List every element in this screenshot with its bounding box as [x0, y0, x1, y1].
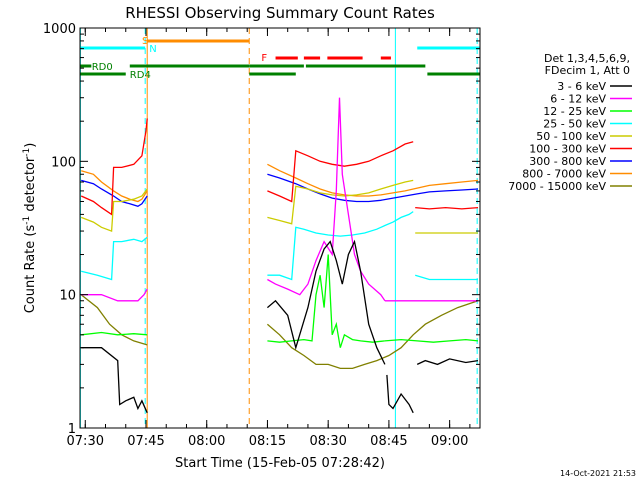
rd4-label: RD4	[130, 70, 151, 81]
chart-title: RHESSI Observing Summary Count Rates	[125, 4, 435, 22]
x-axis-label: Start Time (15-Feb-05 07:28:42)	[175, 456, 385, 471]
x-tick-label-2: 08:00	[188, 434, 225, 449]
series-2-segment-1	[267, 254, 385, 348]
legend-label-2: 12 - 25 keV	[543, 105, 606, 118]
y-axis-label-mid: detector	[23, 156, 38, 216]
legend-header-0: Det 1,3,4,5,6,9,	[544, 52, 630, 65]
x-tick-label-5: 08:45	[370, 434, 407, 449]
x-tick-label-3: 08:15	[249, 434, 286, 449]
series-0-segment-3	[416, 358, 479, 366]
series-3-segment-0	[81, 236, 148, 281]
series-7-segment-1	[267, 163, 479, 197]
flare-label: F	[261, 53, 267, 64]
series-3-segment-2	[415, 274, 478, 281]
night-label: N	[149, 44, 156, 55]
series-6-segment-1	[267, 173, 479, 203]
series-0-segment-0	[81, 347, 148, 414]
series-4-segment-1	[267, 179, 414, 225]
x-tick-label-0: 07:30	[67, 434, 104, 449]
legend-label-1: 6 - 12 keV	[550, 93, 606, 106]
legend-label-3: 25 - 50 keV	[543, 118, 606, 131]
y-tick-label-0: 1	[68, 422, 76, 437]
series-7-segment-0	[81, 170, 148, 203]
y-tick-label-3: 1000	[43, 22, 76, 37]
legend-label-8: 7000 - 15000 keV	[508, 180, 606, 193]
rd0-label: RD0	[92, 62, 113, 73]
y-axis-label-end: )	[23, 143, 38, 148]
x-tick-label-1: 07:45	[127, 434, 164, 449]
y-axis-label-main: Count Rate (s	[23, 225, 38, 314]
legend: Det 1,3,4,5,6,9,FDecim 1, Att 0 3 - 6 keV…	[508, 52, 632, 193]
y-axis-label-sup1: -1	[22, 216, 32, 225]
series-4-segment-0	[80, 188, 148, 233]
series-1-segment-1	[267, 97, 386, 302]
legend-label-0: 3 - 6 keV	[557, 80, 606, 93]
timestamp: 14-Oct-2021 21:53	[560, 469, 636, 478]
x-tick-label-4: 08:30	[309, 434, 346, 449]
saa-label: S	[142, 36, 148, 47]
y-axis-label: Count Rate (s-1 detector-1)	[22, 143, 38, 314]
y-tick-label-2: 100	[51, 155, 76, 170]
y-axis: 1 10 100 1000	[43, 22, 480, 437]
series-2-segment-2	[384, 338, 479, 343]
series-2-segment-0	[81, 331, 148, 336]
legend-header-1: FDecim 1, Att 0	[545, 64, 630, 77]
x-axis: 07:30 07:45 08:00 08:15 08:30 08:45 09:00	[67, 28, 471, 449]
legend-label-4: 50 - 100 keV	[536, 130, 606, 143]
y-axis-label-sup2: -1	[22, 148, 32, 157]
series-5-segment-1	[267, 141, 414, 203]
legend-label-7: 800 - 7000 keV	[522, 168, 606, 181]
series-1-segment-0	[81, 288, 148, 302]
series-5-segment-0	[80, 118, 148, 216]
series-3-segment-1	[267, 211, 414, 281]
series-0-segment-1	[266, 239, 386, 365]
legend-label-5: 100 - 300 keV	[529, 143, 606, 156]
legend-label-6: 300 - 800 keV	[529, 155, 606, 168]
series-0-segment-2	[386, 374, 414, 414]
series-5-segment-2	[415, 206, 479, 210]
x-tick-label-6: 09:00	[431, 434, 468, 449]
series-8-segment-1	[266, 300, 479, 370]
plot-frame	[79, 27, 481, 429]
series-8-segment-0	[80, 294, 148, 346]
y-tick-label-1: 10	[59, 289, 76, 304]
